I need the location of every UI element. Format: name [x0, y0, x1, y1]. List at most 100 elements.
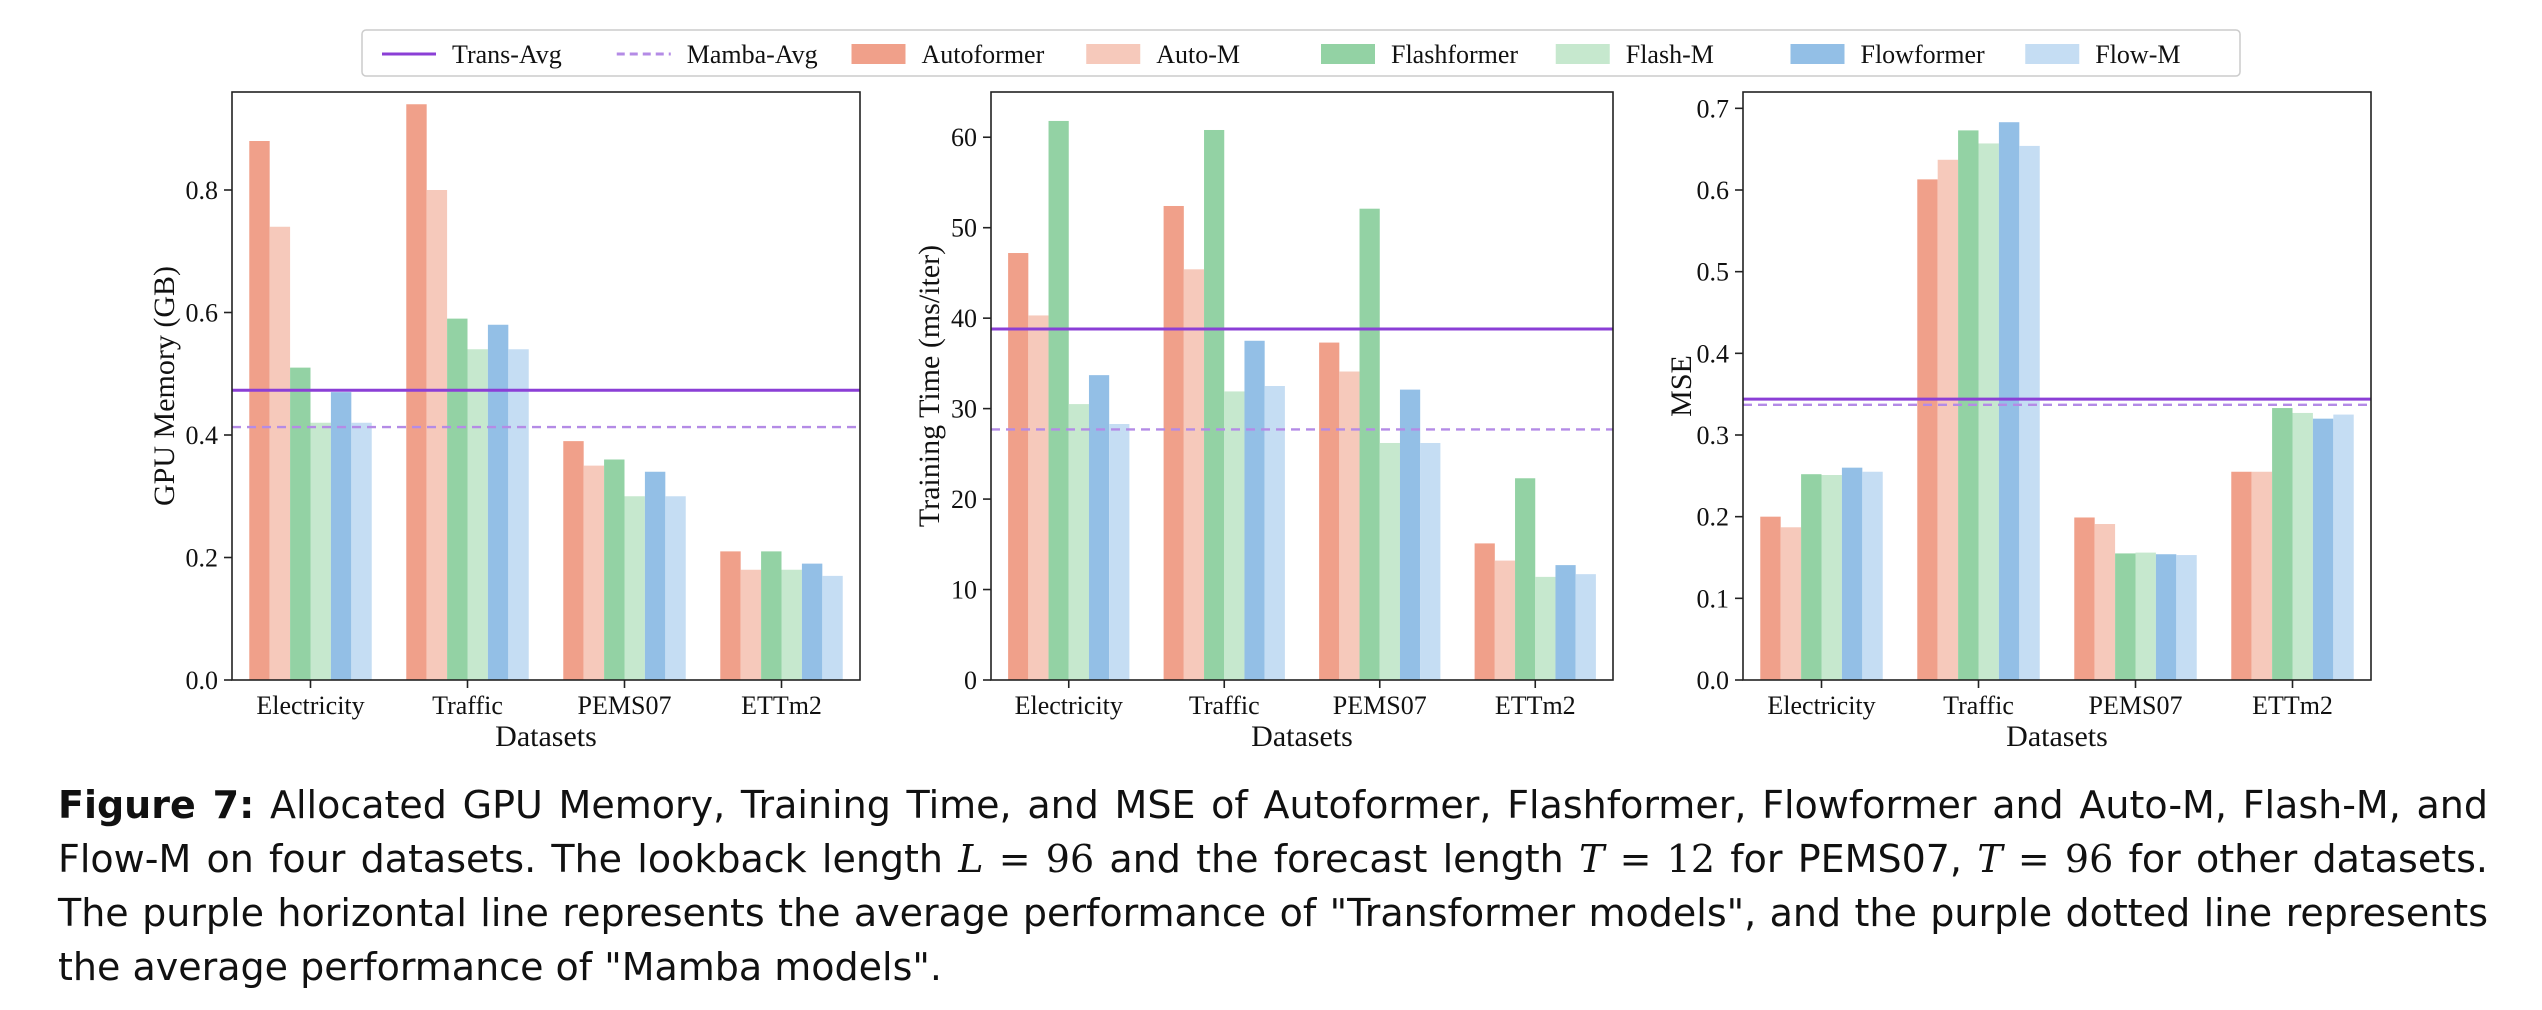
legend-swatch-flowformer [1790, 44, 1845, 64]
y-tick-label: 0.4 [186, 421, 219, 450]
caption-math-T-2-value: = 96 [2002, 837, 2114, 881]
x-tick-label-ettm2: ETTm2 [2252, 691, 2333, 720]
y-tick-label: 20 [951, 485, 977, 514]
chart-panels: 0.0 0.2 0.4 0.6 0.8 Electricity Traffic PEMS07 E… [148, 91, 2372, 753]
bar-flash-m-electricity [1068, 404, 1089, 680]
bar-autoformer-traffic [1917, 179, 1938, 680]
y-tick-label: 0.6 [186, 299, 219, 328]
bar-flashformer-ettm2 [1515, 478, 1536, 680]
bar-autoformer-ettm2 [1474, 543, 1495, 680]
bar-flow-m-ettm2 [822, 575, 843, 680]
bar-flashformer-traffic [1204, 129, 1225, 681]
y-tick-label: 30 [951, 395, 977, 424]
bar-auto-m-pems07 [1339, 371, 1360, 680]
x-tick-label-ettm2: ETTm2 [1495, 691, 1576, 720]
caption-math-T-1-value: = 12 [1604, 837, 1716, 881]
x-axis-label: Datasets [1251, 720, 1353, 753]
bar-auto-m-traffic [426, 190, 448, 680]
legend-entry-mamba-avg: Mamba-Avg [616, 40, 818, 69]
caption-text-2: and the forecast length [1094, 837, 1579, 881]
bar-flowformer-ettm2 [1555, 565, 1576, 680]
y-tick-label: 50 [951, 214, 977, 243]
x-tick-label-ettm2: ETTm2 [741, 691, 822, 720]
bar-flow-m-electricity [1109, 423, 1130, 680]
bar-flow-m-pems07 [1420, 442, 1441, 680]
x-tick-label-electricity: Electricity [1015, 691, 1123, 720]
y-tick-label: 0.5 [1697, 258, 1730, 287]
bar-autoformer-pems07 [563, 441, 584, 680]
caption-text-3: for PEMS07, [1715, 837, 1978, 881]
bar-autoformer-pems07 [2074, 517, 2095, 680]
bar-auto-m-electricity [1780, 527, 1802, 680]
legend-swatch-flow-m [2025, 44, 2080, 64]
bar-flash-m-pems07 [624, 496, 645, 680]
figure-caption: Figure 7: Allocated GPU Memory, Training… [58, 778, 2488, 994]
bar-flash-m-ettm2 [781, 569, 802, 680]
legend-label-flashformer: Flashformer [1391, 40, 1518, 69]
legend-swatch-flashformer [1321, 44, 1375, 64]
bar-auto-m-ettm2 [740, 569, 762, 680]
axes-frame [1742, 91, 2372, 681]
legend-label-autoformer: Autoformer [922, 40, 1045, 69]
y-tick-label: 0.4 [1697, 339, 1730, 368]
legend-entry-flowformer: Flowformer [1790, 40, 1985, 69]
bar-flowformer-electricity [1841, 467, 1863, 680]
caption-text-4: for other datasets. The purple horizonta… [58, 837, 2488, 989]
bar-flowformer-ettm2 [2312, 418, 2334, 680]
bar-autoformer-electricity [1008, 253, 1029, 680]
legend-swatch-autoformer [851, 44, 906, 64]
y-axis-label: Training Time (ms/iter) [913, 245, 946, 527]
x-tick-label-traffic: Traffic [432, 691, 503, 720]
y-tick-label: 60 [951, 123, 977, 152]
axes-frame [231, 91, 861, 681]
x-tick-label-pems07: PEMS07 [578, 691, 672, 720]
caption-math-T-1: T [1578, 837, 1605, 881]
bar-autoformer-pems07 [1319, 342, 1340, 680]
y-axis-label: GPU Memory (GB) [148, 266, 181, 506]
bar-autoformer-electricity [1760, 516, 1781, 680]
bar-flash-m-traffic [467, 349, 488, 680]
x-axis-label: Datasets [2006, 720, 2108, 753]
bar-flow-m-pems07 [2176, 555, 2197, 680]
bar-flashformer-electricity [1048, 120, 1069, 680]
y-tick-label: 0.2 [186, 544, 219, 573]
y-tick-label: 0.6 [1697, 176, 1730, 205]
legend-label-auto-m: Auto-M [1156, 40, 1240, 69]
bar-flashformer-pems07 [604, 459, 625, 680]
y-tick-label: 0.0 [1697, 666, 1730, 695]
y-axis-label: MSE [1665, 355, 1698, 417]
y-tick-label: 0.2 [1697, 503, 1730, 532]
bar-flashformer-traffic [447, 318, 468, 680]
legend-label-trans-avg: Trans-Avg [452, 40, 562, 69]
bar-flowformer-ettm2 [801, 563, 823, 680]
bar-flash-m-pems07 [1379, 442, 1400, 680]
bar-autoformer-traffic [406, 104, 427, 680]
bar-autoformer-ettm2 [2231, 471, 2252, 680]
legend-entry-flash-m: Flash-M [1555, 40, 1714, 69]
x-tick-label-traffic: Traffic [1189, 691, 1260, 720]
x-axis-label: Datasets [495, 720, 597, 753]
legend-entry-autoformer: Autoformer [851, 40, 1045, 69]
chart-legend: Trans-Avg Mamba-Avg Autoformer Auto-M Flashf… [361, 29, 2241, 77]
y-tick-label: 40 [951, 304, 977, 333]
bar-autoformer-electricity [249, 141, 270, 680]
caption-label: Figure 7 [58, 783, 240, 827]
bar-flowformer-electricity [1088, 375, 1110, 680]
bar-auto-m-ettm2 [2251, 471, 2273, 680]
y-tick-label: 0 [964, 666, 977, 695]
bar-flowformer-traffic [1998, 122, 2020, 680]
bar-flow-m-electricity [1862, 471, 1883, 680]
bar-autoformer-ettm2 [720, 551, 741, 680]
bar-flash-m-ettm2 [1535, 576, 1556, 680]
bar-flowformer-traffic [487, 324, 509, 680]
bar-flash-m-pems07 [2135, 552, 2156, 680]
caption-math-L-value: = 96 [983, 837, 1095, 881]
legend-label-flow-m: Flow-M [2095, 40, 2180, 69]
bar-auto-m-electricity [1028, 315, 1049, 680]
bar-flowformer-pems07 [644, 471, 666, 680]
y-tick-label: 0.1 [1697, 584, 1730, 613]
bar-flow-m-traffic [1264, 386, 1285, 680]
y-tick-label: 0.7 [1697, 94, 1730, 123]
bar-flash-m-traffic [1978, 143, 1999, 680]
x-tick-label-traffic: Traffic [1943, 691, 2014, 720]
